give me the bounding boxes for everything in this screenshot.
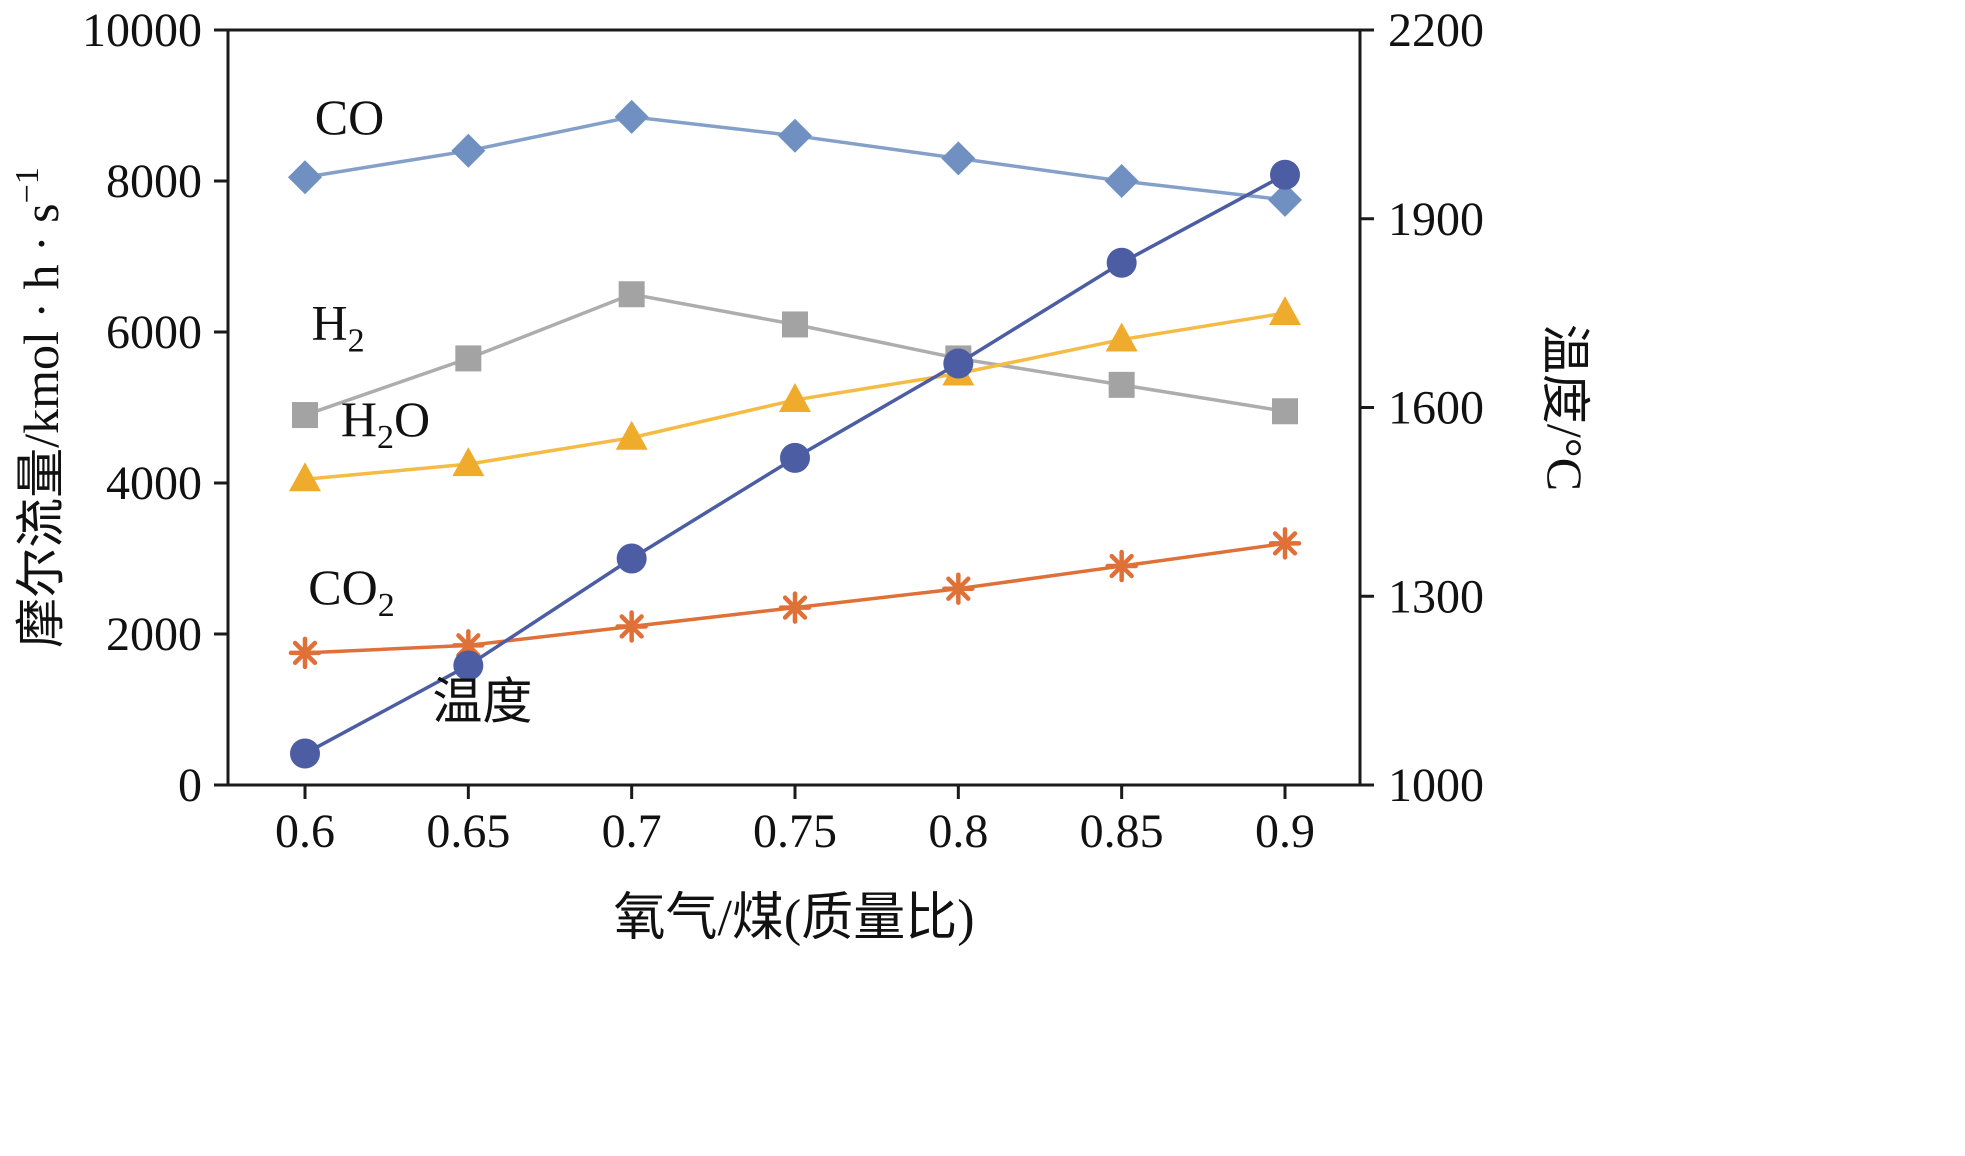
x-tick-label: 0.7 [602,805,662,858]
y-left-tick-label: 8000 [106,155,202,208]
y-right-tick-label: 1000 [1388,759,1484,812]
series-label-CO2: CO2 [308,559,394,624]
x-axis-title: 氧气/煤(质量比) [613,890,974,947]
series-CO2: CO2 [288,527,1302,670]
x-tick-label: 0.65 [426,805,510,858]
y-right-tick-label: 1300 [1388,570,1484,623]
series-温度: 温度 [290,159,1300,769]
y-right-tick-label: 2200 [1388,4,1484,57]
x-axis: 0.6 0.65 0.7 0.75 0.8 0.85 0.9 氧气/煤(质量比) [275,785,1315,947]
y-left-tick-label: 0 [178,759,202,812]
x-tick-label: 0.8 [928,805,988,858]
series-label-H2: H2 [312,295,365,360]
y-axis-right: 1000 1300 1600 1900 2200 温度/°C [1360,4,1593,812]
y-left-tick-label: 2000 [106,608,202,661]
x-tick-label: 0.9 [1255,805,1315,858]
y-axis-left: 0 2000 4000 6000 8000 10000 摩尔流量/kmol · h · s−… [9,4,228,812]
y-right-axis-title: 温度/°C [1537,324,1593,491]
y-right-tick-label: 1900 [1388,193,1484,246]
series-H2: H2 [292,281,1298,429]
y-left-tick-label: 6000 [106,306,202,359]
y-left-tick-label: 4000 [106,457,202,510]
y-right-tick-label: 1600 [1388,382,1484,435]
y-left-tick-label: 10000 [82,4,202,57]
x-tick-label: 0.75 [753,805,837,858]
series-label-温度: 温度 [432,674,532,730]
y-left-axis-title: 摩尔流量/kmol · h · s−1 [9,167,69,648]
x-tick-label: 0.6 [275,805,335,858]
series-CO: CO [288,89,1302,217]
series-label-CO: CO [315,89,384,145]
series-H2O: H2O [289,296,1301,492]
x-tick-label: 0.85 [1080,805,1164,858]
series-label-H2O: H2O [341,391,430,456]
